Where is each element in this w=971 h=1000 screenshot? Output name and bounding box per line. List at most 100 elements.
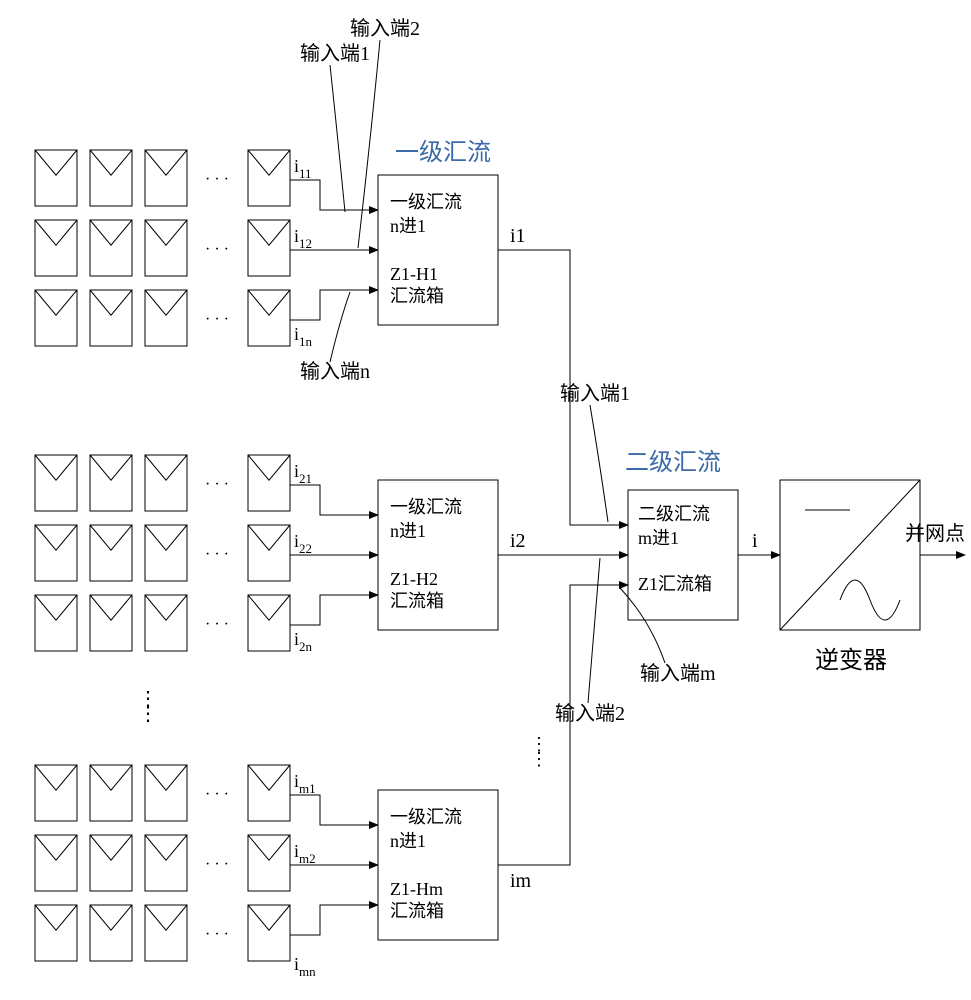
- wire-im1: [290, 795, 378, 825]
- svg-text:Z1-H2: Z1-H2: [390, 569, 438, 589]
- svg-text:一级汇流: 一级汇流: [390, 807, 462, 827]
- pv-panel: [248, 595, 290, 651]
- svg-text:· · ·: · · ·: [205, 616, 229, 633]
- svg-text:im2: im2: [294, 841, 316, 866]
- pv-panel: [35, 220, 77, 276]
- svg-text:· · ·: · · ·: [205, 476, 229, 493]
- pv-panel: [90, 290, 132, 346]
- svg-text:i1: i1: [510, 225, 526, 247]
- pv-panel: [90, 765, 132, 821]
- pv-panel: [145, 835, 187, 891]
- wire-i2n: [290, 595, 378, 625]
- svg-text:im1: im1: [294, 771, 316, 796]
- callout-curve-input2: [358, 40, 380, 248]
- svg-text:· · ·: · · ·: [205, 241, 229, 258]
- first-stage-box-m: 一级汇流 n进1 Z1-Hm 汇流箱: [378, 790, 498, 940]
- pv-panel: [248, 765, 290, 821]
- pv-panel: [248, 835, 290, 891]
- svg-text:· · ·: · · ·: [205, 546, 229, 563]
- svg-text:i11: i11: [294, 156, 312, 181]
- pv-panel: [35, 150, 77, 206]
- svg-text:Z1-Hm: Z1-Hm: [390, 879, 443, 899]
- pv-panel: [35, 905, 77, 961]
- pv-panel: [248, 150, 290, 206]
- pv-panel: [248, 525, 290, 581]
- callout-curve-input2b: [588, 558, 600, 703]
- callout-input2: 输入端2: [350, 17, 420, 40]
- inverter-label: 逆变器: [815, 647, 887, 674]
- svg-text:i1n: i1n: [294, 324, 313, 349]
- svg-text:· · ·: · · ·: [205, 171, 229, 188]
- svg-text:一级汇流: 一级汇流: [390, 497, 462, 517]
- svg-text:imn: imn: [294, 954, 316, 979]
- pv-panel: [145, 525, 187, 581]
- svg-text:im: im: [510, 870, 532, 892]
- svg-text:· · ·: · · ·: [205, 311, 229, 328]
- pv-panel: [248, 455, 290, 511]
- group-ellipsis-v2: ⋮: [138, 703, 158, 725]
- svg-text:i21: i21: [294, 461, 312, 486]
- svg-text:一级汇流: 一级汇流: [390, 192, 462, 212]
- pv-panel: [90, 525, 132, 581]
- pv-panel: [145, 765, 187, 821]
- pv-panel: [35, 595, 77, 651]
- svg-text:n进1: n进1: [390, 216, 426, 236]
- pv-panel: [90, 220, 132, 276]
- heading-first-bus: 一级汇流: [395, 139, 491, 166]
- svg-text:汇流箱: 汇流箱: [390, 901, 444, 921]
- pv-panel: [35, 455, 77, 511]
- svg-text:i12: i12: [294, 226, 312, 251]
- svg-text:汇流箱: 汇流箱: [390, 591, 444, 611]
- pv-panel: [145, 905, 187, 961]
- inverter-box: 逆变器: [780, 480, 920, 674]
- svg-text:· · ·: · · ·: [205, 856, 229, 873]
- pv-panel: [248, 905, 290, 961]
- svg-text:· · ·: · · ·: [205, 926, 229, 943]
- pv-panel: [90, 150, 132, 206]
- pv-panel: [90, 455, 132, 511]
- callout-input1: 输入端1: [300, 42, 370, 65]
- heading-second-bus: 二级汇流: [625, 449, 721, 476]
- pv-panel: [248, 290, 290, 346]
- svg-text:n进1: n进1: [390, 521, 426, 541]
- second-stage-box: 二级汇流 m进1 Z1汇流箱: [628, 490, 738, 620]
- pv-panel: [35, 290, 77, 346]
- pv-panel: [145, 595, 187, 651]
- wire-i1n: [290, 290, 378, 320]
- callout-curve-inputn: [330, 292, 350, 362]
- pv-panel: [145, 220, 187, 276]
- svg-text:i22: i22: [294, 531, 312, 556]
- pv-panel: [145, 290, 187, 346]
- svg-text:汇流箱: 汇流箱: [390, 286, 444, 306]
- pv-panel: [90, 835, 132, 891]
- first-stage-box-1: 一级汇流 n进1 Z1-H1 汇流箱: [378, 175, 498, 325]
- callout-inputn: 输入端n: [300, 360, 370, 383]
- svg-text:n进1: n进1: [390, 831, 426, 851]
- wire-i21: [290, 485, 378, 515]
- wire-im: [498, 585, 628, 865]
- callout-inputmb: 输入端m: [640, 662, 716, 685]
- svg-text:Z1-H1: Z1-H1: [390, 264, 438, 284]
- pv-panel: [145, 150, 187, 206]
- pv-panel: [248, 220, 290, 276]
- callout-input2b: 输入端2: [555, 702, 625, 725]
- output-label: 并网点: [905, 522, 965, 545]
- svg-text:· · ·: · · ·: [205, 786, 229, 803]
- svg-text:Z1汇流箱: Z1汇流箱: [638, 574, 712, 594]
- pv-panel: [90, 595, 132, 651]
- pv-panel: [35, 835, 77, 891]
- wire-imn: [290, 905, 378, 935]
- pv-panel: [35, 525, 77, 581]
- pv-panel: [90, 905, 132, 961]
- callout-curve-input1b: [590, 405, 608, 522]
- pv-panel: [145, 455, 187, 511]
- svg-text:二级汇流: 二级汇流: [638, 504, 710, 524]
- callout-input1b: 输入端1: [560, 382, 630, 405]
- pv-panel: [35, 765, 77, 821]
- first-stage-box-2: 一级汇流 n进1 Z1-H2 汇流箱: [378, 480, 498, 630]
- svg-text:i2: i2: [510, 530, 526, 552]
- svg-text:i2n: i2n: [294, 629, 313, 654]
- svg-text:m进1: m进1: [638, 528, 679, 548]
- callout-curve-input1: [330, 65, 345, 212]
- svg-text:i: i: [752, 530, 758, 552]
